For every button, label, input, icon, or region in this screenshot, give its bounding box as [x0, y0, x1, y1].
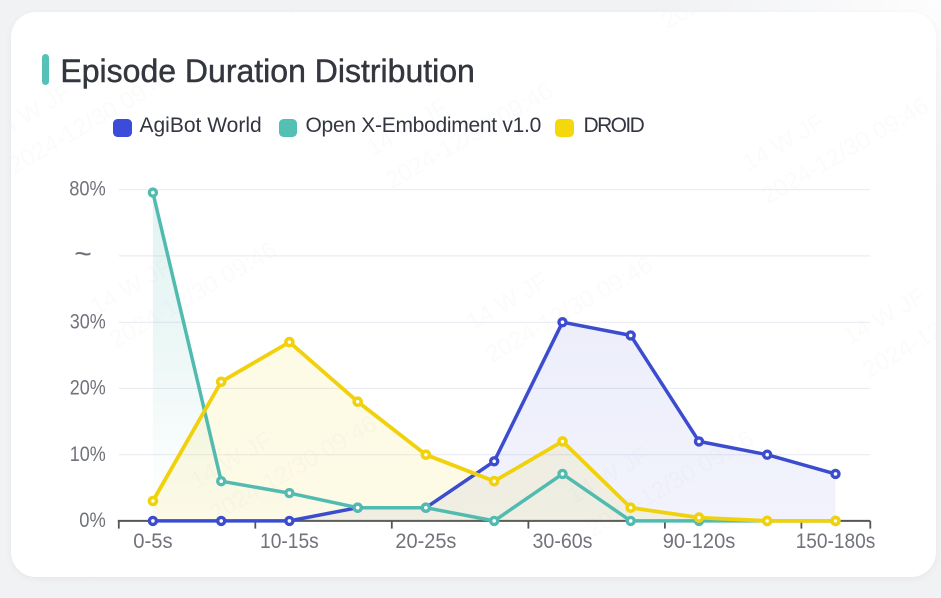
svg-text:90-120s: 90-120s — [663, 530, 736, 553]
svg-text:~: ~ — [74, 238, 92, 271]
svg-text:10-15s: 10-15s — [260, 530, 319, 553]
svg-text:150-180s: 150-180s — [796, 530, 876, 553]
svg-text:20-25s: 20-25s — [395, 530, 456, 553]
svg-text:0%: 0% — [79, 509, 106, 532]
svg-text:80%: 80% — [69, 178, 106, 201]
svg-text:10%: 10% — [70, 443, 106, 466]
svg-text:30%: 30% — [70, 310, 106, 333]
svg-text:0-5s: 0-5s — [133, 530, 172, 553]
svg-text:30-60s: 30-60s — [533, 530, 593, 553]
svg-text:20%: 20% — [70, 377, 106, 400]
